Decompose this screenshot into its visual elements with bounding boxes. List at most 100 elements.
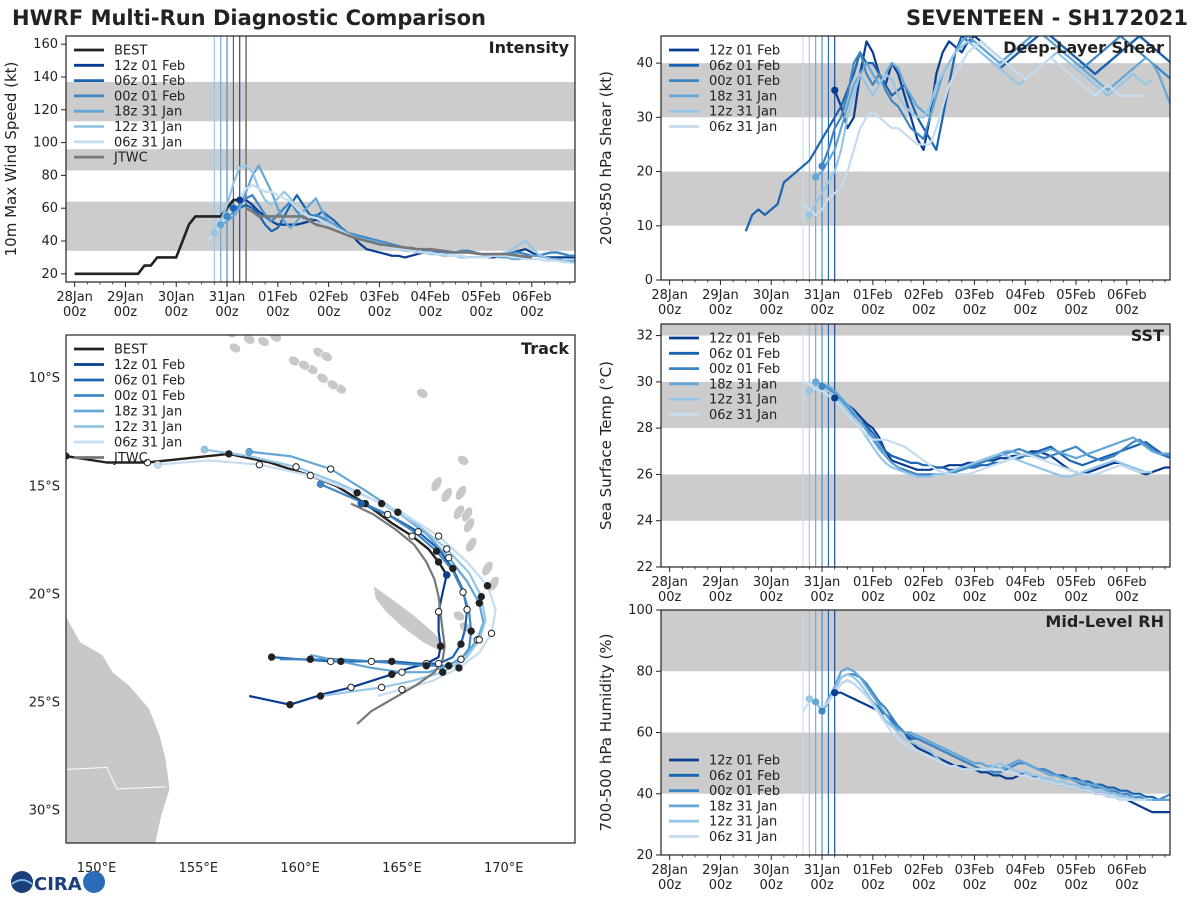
sst-panel-title: SST [1131,326,1164,345]
shear-xtick-date: 28Jan [651,288,688,303]
sst-ytick-label: 30 [636,375,653,390]
sst-init-marker-18z-31-jan [812,378,820,386]
sst-init-marker-12z-31-jan [805,387,813,395]
rh-xtick-date: 28Jan [651,863,688,878]
intensity-xtick-date: 01Feb [258,290,298,305]
shear-ytick-label: 40 [636,56,653,71]
logo-swirl-icon [11,879,33,885]
shear-xtick-hour: 00z [963,303,987,318]
sst-xtick-date: 06Feb [1107,575,1147,590]
shear-series-06z-31-jan [802,40,1146,216]
rh-legend-label: 06z 31 Jan [709,830,777,845]
island-shape [416,388,429,399]
intensity-xtick-date: 02Feb [309,290,349,305]
track-12z-marker [326,657,335,666]
intensity-legend-label: 12z 01 Feb [114,59,185,74]
shear-panel-title: Deep-Layer Shear [1003,38,1164,57]
track-panel-title: Track [521,339,569,358]
shear-xtick-date: 04Feb [1005,288,1045,303]
track-00z-marker [475,599,484,607]
sst-xtick-hour: 00z [861,590,885,605]
track-lon-label: 170°E [484,861,524,876]
shear-xtick-date: 02Feb [904,288,944,303]
shear-series-18z-31-jan [814,36,1170,178]
rh-xtick-date: 01Feb [853,863,893,878]
island-shape [461,506,473,523]
shear-init-marker-00z-01-feb [818,162,826,170]
shear-legend-label: 06z 31 Jan [709,120,777,135]
intensity-xtick-date: 03Feb [360,290,400,305]
sst-xtick-date: 04Feb [1005,575,1045,590]
rh-xtick-hour: 00z [963,878,987,893]
track-legend-label: 06z 31 Jan [114,436,182,451]
intensity-legend-label: 06z 01 Feb [114,74,185,89]
shear-xtick-hour: 00z [1014,303,1038,318]
intensity-init-marker-06z-01-feb [229,204,237,212]
island-shape [257,336,270,347]
shear-legend-label: 12z 31 Jan [709,105,777,120]
track-12z-marker [434,607,443,616]
rh-xtick-date: 30Jan [753,863,790,878]
sst-series-group [802,378,1170,478]
track-start-marker [357,500,365,508]
track-12z-marker [347,683,355,692]
track-06z-31-jan [157,459,497,698]
shear-legend-label: 06z 01 Feb [709,59,780,74]
track-00z-01-feb [279,483,473,667]
shear-xtick-hour: 00z [760,303,784,318]
sst-xtick-date: 01Feb [853,575,893,590]
shear-xtick-hour: 00z [658,303,682,318]
intensity-legend-label: BEST [114,44,147,59]
track-start-marker [66,452,70,460]
intensity-ytick-label: 140 [33,70,58,85]
track-legend-label: JTWC [113,451,148,466]
sst-xtick-hour: 00z [810,590,834,605]
intensity-ytick-label: 120 [33,103,58,118]
track-lon-label: 160°E [280,861,320,876]
rh-xtick-date: 04Feb [1005,863,1045,878]
sst-ytick-label: 26 [636,467,653,482]
rh-xtick-date: 02Feb [904,863,944,878]
sst-series-12z-31-jan [808,383,1153,478]
intensity-legend-label: 06z 31 Jan [114,135,182,150]
state-border [66,766,166,790]
sst-xtick-hour: 00z [760,590,784,605]
intensity-xtick-hour: 00z [317,305,341,320]
rh-init-marker-18z-31-jan [812,698,820,706]
track-12z-marker [398,685,406,694]
rh-xtick-hour: 00z [709,878,733,893]
track-00z-marker [337,657,345,666]
rh-ytick-label: 20 [636,848,653,863]
track-12z-marker [292,463,300,471]
shear-legend-label: 00z 01 Feb [709,74,780,89]
shear-xtick-date: 03Feb [955,288,995,303]
shear-xtick-date: 05Feb [1056,288,1096,303]
track-lat-label: 25°S [29,695,60,710]
shear-ytick-label: 0 [645,273,653,288]
sst-xtick-hour: 00z [658,590,682,605]
intensity-shaded-band [66,81,575,122]
intensity-legend-label: 18z 31 Jan [114,105,182,120]
track-panel: 150°E 155°E 160°E 165°E 170°E 10°S 15°S 20°S 25°… [29,334,576,876]
rh-panel-title: Mid-Level RH [1045,612,1164,631]
track-legend-label: 18z 31 Jan [114,405,182,420]
track-12z-marker [383,510,392,519]
shear-shaded-band [661,171,1170,226]
intensity-init-marker-12z-01-feb [236,196,244,204]
rh-xtick-date: 03Feb [955,863,995,878]
shear-panel: 01020304028Jan00z29Jan00z30Jan00z31Jan00… [597,35,1171,318]
sst-xtick-date: 29Jan [702,575,739,590]
rh-xtick-date: 06Feb [1107,863,1147,878]
track-00z-marker [388,670,396,679]
track-12z-marker [459,588,467,596]
track-00z-marker [432,547,441,555]
track-12z-marker [443,545,451,553]
track-00z-marker [467,627,475,635]
track-12z-marker [457,655,465,663]
track-jtwc [350,502,446,725]
track-start-marker [154,461,162,469]
track-lon-label: 165°E [382,861,422,876]
track-12z-marker [475,636,484,644]
sst-shaded-band [661,324,1170,336]
shear-xtick-hour: 00z [1064,303,1088,318]
